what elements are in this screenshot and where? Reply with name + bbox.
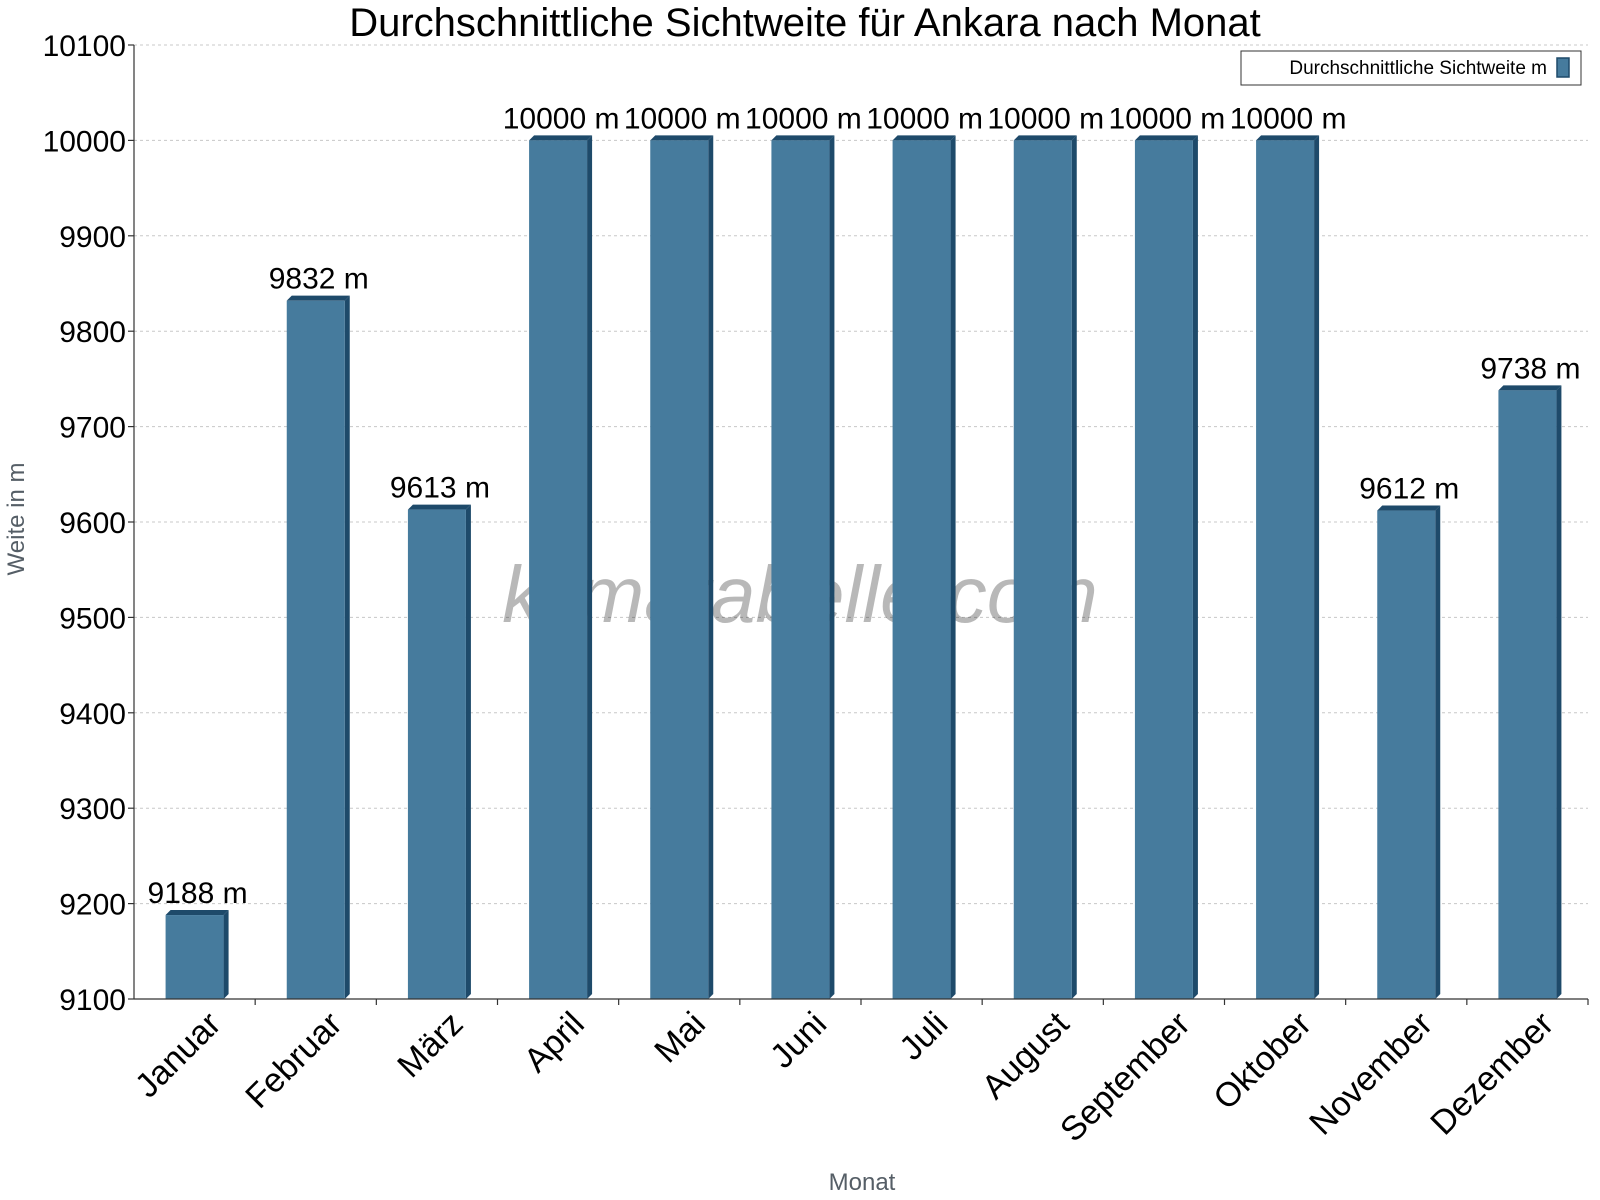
data-label: 10000 m bbox=[987, 102, 1104, 135]
x-tick-label: April bbox=[517, 1005, 592, 1080]
bar bbox=[286, 295, 350, 999]
data-label: 10000 m bbox=[1109, 102, 1226, 135]
data-label: 10000 m bbox=[503, 102, 620, 135]
legend-swatch bbox=[1556, 57, 1570, 78]
grid bbox=[134, 44, 1588, 905]
y-tick-label: 9500 bbox=[59, 602, 126, 635]
bar-top bbox=[650, 135, 714, 141]
bar-top bbox=[1498, 385, 1562, 391]
data-label: 9832 m bbox=[269, 263, 369, 296]
x-tick-label: Juni bbox=[763, 1005, 834, 1076]
data-label: 10000 m bbox=[1230, 102, 1347, 135]
bar-side bbox=[708, 135, 714, 999]
bar-face bbox=[1498, 390, 1557, 999]
legend-box bbox=[1240, 50, 1582, 86]
data-label: 9738 m bbox=[1480, 352, 1580, 385]
bar-face bbox=[892, 140, 951, 999]
bar-side bbox=[223, 910, 229, 999]
x-axis-ticks: Januar Februar März April Mai Juni Juli AugustS… bbox=[128, 999, 1589, 1149]
bar-side bbox=[1192, 135, 1198, 999]
bar-side bbox=[1314, 135, 1320, 999]
x-tick-label: Dezember bbox=[1423, 1005, 1561, 1143]
bar-side bbox=[829, 135, 835, 999]
bar bbox=[892, 135, 956, 999]
bar-face bbox=[1013, 140, 1072, 999]
bar-face bbox=[1256, 140, 1315, 999]
bar bbox=[1256, 135, 1320, 999]
data-label: 9188 m bbox=[148, 877, 248, 910]
chart-title: Durchschnittliche Sichtweite für Ankara … bbox=[349, 1, 1261, 45]
bar-top bbox=[165, 910, 229, 916]
bar-top bbox=[1377, 505, 1441, 511]
bar-face bbox=[650, 140, 709, 999]
bar bbox=[165, 910, 229, 999]
y-axis-ticks: 9100 9200 9300 9400 9500 9600 9700 9800 9900 1000… bbox=[43, 30, 134, 1017]
y-tick-label: 10000 bbox=[43, 125, 126, 158]
bar bbox=[1498, 385, 1562, 999]
bar-side bbox=[587, 135, 593, 999]
bar-side bbox=[1435, 505, 1441, 999]
data-label: 10000 m bbox=[624, 102, 741, 135]
bar bbox=[650, 135, 714, 999]
bar-side bbox=[344, 295, 350, 999]
bar bbox=[529, 135, 593, 999]
bar bbox=[1134, 135, 1198, 999]
data-label: 10000 m bbox=[745, 102, 862, 135]
data-label: 10000 m bbox=[866, 102, 983, 135]
y-tick-label: 10100 bbox=[43, 30, 126, 63]
x-tick-label: Juli bbox=[892, 1005, 955, 1068]
x-tick-label: August bbox=[975, 1004, 1077, 1106]
bar-top bbox=[1256, 135, 1320, 141]
bar-top bbox=[771, 135, 835, 141]
x-tick-label: November bbox=[1302, 1005, 1440, 1143]
x-tick-label: Februar bbox=[238, 1005, 349, 1116]
bar-face bbox=[286, 300, 345, 999]
data-label: 9613 m bbox=[390, 472, 490, 505]
y-tick-label: 9100 bbox=[59, 984, 126, 1017]
y-tick-label: 9900 bbox=[59, 221, 126, 254]
x-tick-label: Oktober bbox=[1206, 1005, 1318, 1117]
y-tick-label: 9200 bbox=[59, 889, 126, 922]
bar-top bbox=[1134, 135, 1198, 141]
bars bbox=[165, 135, 1562, 999]
y-tick-label: 9600 bbox=[59, 507, 126, 540]
x-tick-label: Mai bbox=[647, 1005, 713, 1071]
bar-top bbox=[529, 135, 593, 141]
x-tick-label: September bbox=[1053, 1005, 1197, 1149]
bar-top bbox=[1013, 135, 1077, 141]
bar bbox=[771, 135, 835, 999]
bar-side bbox=[1071, 135, 1077, 999]
legend-entry-label: Durchschnittliche Sichtweite m bbox=[1289, 58, 1547, 79]
y-tick-label: 9800 bbox=[59, 316, 126, 349]
bar-face bbox=[1377, 510, 1436, 999]
bar-top bbox=[286, 295, 350, 301]
bar-face bbox=[407, 509, 466, 999]
bar-face bbox=[529, 140, 588, 999]
y-tick-label: 9400 bbox=[59, 698, 126, 731]
y-tick-label: 9300 bbox=[59, 793, 126, 826]
bar-face bbox=[1134, 140, 1193, 999]
bar bbox=[1013, 135, 1077, 999]
bar-face bbox=[165, 915, 224, 999]
legend: Durchschnittliche Sichtweite m bbox=[1240, 50, 1582, 86]
bar-face bbox=[771, 140, 830, 999]
bar bbox=[1377, 505, 1441, 999]
bar-top bbox=[407, 504, 471, 510]
bar-side bbox=[950, 135, 956, 999]
y-tick-label: 9700 bbox=[59, 412, 126, 445]
x-axis-label: Monat bbox=[829, 1169, 896, 1196]
data-label: 9612 m bbox=[1359, 473, 1459, 506]
bar-top bbox=[892, 135, 956, 141]
y-axis-label: Weite in m bbox=[3, 463, 30, 576]
x-tick-label: März bbox=[390, 1005, 470, 1085]
x-tick-label: Januar bbox=[128, 1005, 228, 1105]
bar bbox=[407, 504, 471, 999]
bar-side bbox=[1556, 385, 1562, 999]
bar-side bbox=[465, 504, 471, 999]
